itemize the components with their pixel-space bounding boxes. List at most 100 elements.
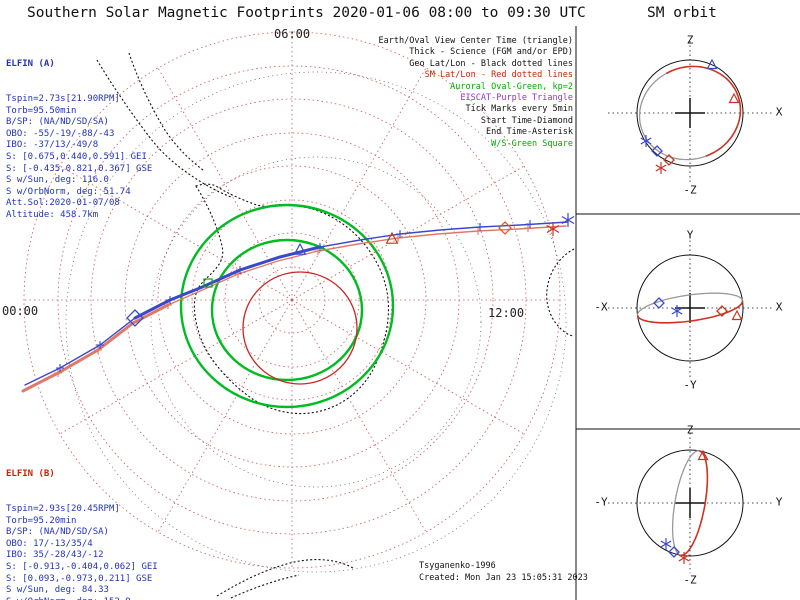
info-line: Att.Sol:2020-01-07/08 — [6, 198, 120, 209]
axis-label-y: Y — [775, 495, 783, 509]
info-line: OBO: -55/-19/-88/-43 — [6, 128, 115, 139]
legend-line: Tick Marks every 5min — [465, 104, 573, 115]
sm-grid-circle — [90, 98, 494, 502]
elfin-b-lines: Tspin=2.93s[20.45RPM] Torb=95.20min B/SP: … — [6, 504, 158, 600]
axis-label-z: Z — [686, 33, 694, 47]
info-line: Torb=95.50min — [6, 105, 77, 116]
info-line: B/SP: (NA/ND/SD/SA) — [6, 527, 109, 538]
asterisk-marker — [660, 540, 672, 548]
sm-grid-spoke — [291, 299, 525, 435]
asterisk-marker — [546, 224, 560, 234]
triangle-marker — [697, 449, 709, 461]
info-line: B/SP: (NA/ND/SD/SA) — [6, 117, 109, 128]
sm-grid-circle — [23, 31, 561, 569]
auroral-oval — [210, 238, 364, 382]
asterisk-marker — [561, 215, 575, 225]
legend-line: EISCAT-Purple Triangle — [460, 93, 573, 104]
info-line: S w/Sun, deg: 116.0 — [6, 175, 109, 186]
info-line: S: [0.675,0.440,0.591] GEI — [6, 151, 147, 162]
tick-mark — [474, 227, 482, 235]
diamond-marker — [498, 221, 512, 235]
orbit-trace — [636, 300, 744, 324]
legend-line: Earth/Oval View Center Time (triangle) — [378, 36, 573, 46]
diamond-marker — [126, 309, 144, 327]
axis-label-x: X — [775, 105, 783, 119]
legend-line: Thick - Science (FGM and/or EPD) — [409, 47, 573, 58]
mlt-label-0600: 06:00 — [274, 27, 311, 41]
elfin-a-header: ELFIN (A) — [6, 59, 55, 70]
tick-mark — [524, 224, 532, 232]
info-line: Torb=95.20min — [6, 515, 77, 526]
footprint-track — [24, 221, 569, 386]
asterisk-marker — [655, 164, 667, 172]
orbit-trace — [638, 72, 706, 161]
tick-mark — [56, 364, 64, 372]
elfin-a-lines: Tspin=2.73s[21.90RPM] Torb=95.50min B/SP: … — [6, 94, 152, 222]
info-line: S: [0.093,-0.973,0.211] GSE — [6, 573, 153, 584]
earth-center-cross — [675, 98, 705, 128]
legend-line: W/S-Green Square — [491, 138, 573, 149]
panel-circle — [636, 449, 744, 557]
triangle-marker — [385, 231, 399, 244]
footprint-track — [22, 225, 567, 392]
earth-center-cross — [675, 293, 705, 323]
axis-label-negx: -X — [594, 300, 608, 314]
panel-circle — [636, 254, 744, 362]
orbit-trace — [665, 65, 742, 157]
legend-line: Start Time-Diamond — [480, 115, 573, 126]
diamond-marker — [663, 154, 675, 166]
info-line: S w/Sun, deg: 84.33 — [6, 585, 109, 596]
asterisk-marker — [671, 307, 683, 315]
legend-line: Auroral Oval-Green, kp=2 — [450, 81, 573, 92]
sm-orbit-title: SM orbit — [647, 5, 717, 21]
page-title: Southern Solar Magnetic Footprints 2020-… — [27, 5, 586, 21]
coastline — [230, 574, 300, 599]
legend-line: Geo Lat/Lon - Black dotted lines — [409, 58, 573, 69]
diamond-marker — [651, 145, 663, 157]
info-line: Tspin=2.93s[20.45RPM] — [6, 503, 120, 514]
auroral-oval — [179, 203, 395, 409]
info-line: S w/OrbNorm, deg: 51.74 — [6, 186, 131, 197]
info-line: S w/OrbNorm, deg: 152.9 — [6, 597, 158, 600]
model-label: Tsyganenko-1996 — [419, 561, 496, 571]
coastline — [128, 52, 204, 171]
legend-line: SM Lat/Lon - Red dotted lines — [424, 70, 573, 81]
tick-mark — [526, 220, 534, 228]
triangle-marker — [728, 92, 740, 104]
tick-mark — [476, 223, 484, 231]
mlt-label-0000: 00:00 — [2, 304, 39, 318]
info-line: IBO: 35/-28/43/-12 — [6, 550, 104, 561]
mlt-label-1200: 12:00 — [488, 306, 525, 320]
info-line: S: [-0.913,-0.404,0.062] GEI — [6, 561, 158, 572]
info-line: S: [-0.435,0.821,0.367] GSE — [6, 163, 153, 174]
axis-label-negy: -Y — [594, 495, 608, 509]
legend: Earth/Oval View Center Time (triangle) Th… — [330, 36, 573, 150]
coastline — [96, 59, 232, 198]
geo-grid-circle — [65, 71, 567, 573]
auroral-oval — [242, 271, 358, 385]
coastline — [546, 248, 575, 337]
elfin-b-info-block: ELFIN (B) Tspin=2.93s[20.45RPM] Torb=95.2… — [6, 446, 158, 600]
axis-label-x: X — [775, 300, 783, 314]
info-line: Altitude: 458.7km — [6, 209, 99, 220]
elfin-a-info-block: ELFIN (A) Tspin=2.73s[21.90RPM] Torb=95.5… — [6, 36, 152, 245]
geo-grid-circle — [150, 156, 482, 488]
panel-circle — [636, 59, 744, 167]
diamond-marker — [668, 546, 680, 558]
axis-label-negy: -Y — [683, 378, 697, 392]
sm-grid-circle — [157, 165, 427, 435]
square-marker — [203, 278, 213, 288]
triangle-marker — [293, 242, 307, 255]
footprint-track — [133, 245, 322, 320]
orbit-trace — [636, 292, 744, 316]
sm-grid-spoke — [59, 299, 293, 435]
tick-mark — [396, 230, 404, 238]
created-timestamp: Created: Mon Jan 23 15:05:31 2023 — [419, 573, 588, 583]
sm-grid-circle — [224, 232, 360, 368]
legend-line: End Time-Asterisk — [486, 127, 573, 138]
diamond-marker — [716, 305, 728, 317]
sm-grid-spoke — [157, 67, 293, 301]
info-line: Tspin=2.73s[21.90RPM] — [6, 93, 120, 104]
